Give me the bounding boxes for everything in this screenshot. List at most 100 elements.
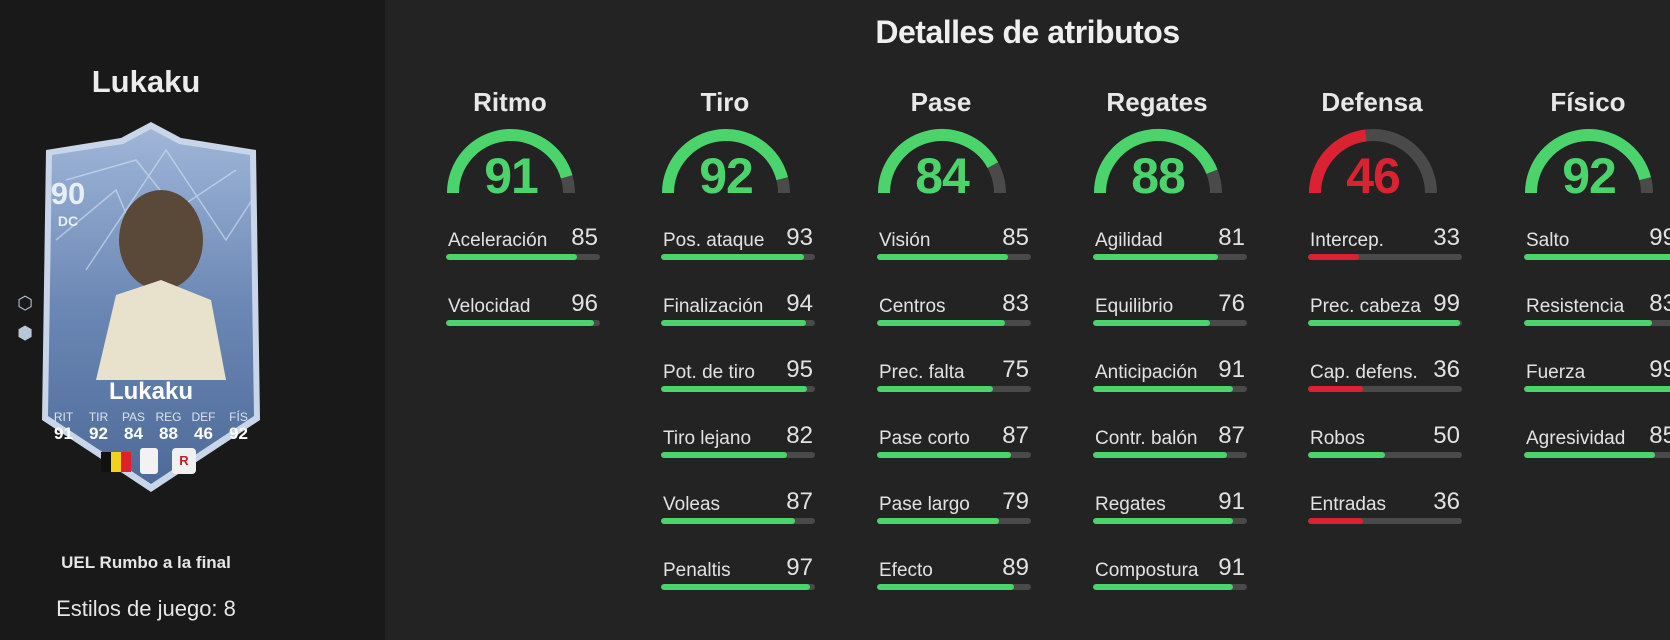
stat-bar [877, 584, 1031, 590]
stat-bar-fill [1093, 452, 1227, 458]
stat-bar-fill [1093, 518, 1234, 524]
attribute-column-pase: Pase 84 Visión 85 Centros 83 Prec. falta 75 Pase… [861, 80, 1079, 640]
card-stat-label: REG [155, 410, 182, 424]
stat-bar-fill [661, 452, 788, 458]
stat-bar-fill [1524, 386, 1670, 392]
stat-row: Agilidad 81 [1093, 224, 1247, 278]
stat-value: 95 [786, 356, 813, 383]
stat-label: Agresividad [1526, 428, 1626, 449]
card-stat-value: 91 [54, 424, 73, 443]
column-title: Ritmo [473, 87, 547, 117]
stat-value: 85 [571, 224, 598, 251]
gauge-arc [878, 129, 1006, 194]
attribute-column-físico: Físico 92 Salto 99 Resistencia 83 Fuerza 99 Agre… [1508, 80, 1670, 640]
gauge-fill [1309, 129, 1367, 194]
stat-bar [661, 320, 815, 326]
stat-value: 94 [786, 290, 813, 317]
stat-value: 85 [1002, 224, 1029, 251]
gauge-value: 84 [915, 148, 970, 204]
stat-value: 91 [1218, 356, 1245, 383]
gauge-value: 92 [699, 148, 754, 204]
stat-bar [1308, 320, 1462, 326]
stat-bar-fill [1308, 386, 1364, 392]
stat-row: Pase corto 87 [877, 422, 1031, 476]
stat-label: Prec. cabeza [1310, 296, 1421, 317]
stat-bar-fill [1093, 584, 1234, 590]
stat-bar [446, 320, 600, 326]
playstyles-count[interactable]: Estilos de juego: 8 [56, 596, 236, 621]
stat-row: Fuerza 99 [1524, 356, 1670, 410]
gauge-arc [1525, 129, 1653, 194]
column-title: Regates [1106, 87, 1208, 117]
stat-label: Tiro lejano [663, 428, 752, 449]
stat-label: Intercep. [1310, 230, 1384, 251]
card-stat: PAS 84 [116, 410, 151, 444]
card-stat: TIR 92 [81, 410, 116, 444]
stat-bar-fill [1093, 386, 1234, 392]
stat-label: Entradas [1310, 494, 1387, 515]
gauge-fill [1525, 129, 1651, 194]
stat-bar-fill [446, 254, 577, 260]
gauge: 92 [661, 126, 791, 204]
stat-bar [446, 254, 600, 260]
playstyle-icon: ⬢ [17, 323, 33, 343]
stat-bar [1308, 386, 1462, 392]
gauge-value: 91 [484, 148, 539, 204]
stat-bar-fill [1308, 254, 1359, 260]
stat-label: Visión [879, 230, 931, 251]
stat-bar [1093, 584, 1247, 590]
gauge: 91 [446, 126, 576, 204]
stat-value: 87 [1002, 422, 1029, 449]
stat-value: 79 [1002, 488, 1029, 515]
stat-bar-fill [1524, 320, 1652, 326]
stat-bar [877, 518, 1031, 524]
stat-bar-fill [661, 584, 811, 590]
card-stat: RIT 91 [46, 410, 81, 444]
stat-row: Agresividad 85 [1524, 422, 1670, 476]
stat-bar-fill [1093, 254, 1218, 260]
attribute-column-defensa: Defensa 46 Intercep. 33 Prec. cabeza 99 Cap. d… [1292, 80, 1510, 640]
stat-row: Voleas 87 [661, 488, 815, 542]
stat-row: Cap. defens. 36 [1308, 356, 1462, 410]
card-stat-label: PAS [121, 410, 146, 424]
stat-value: 89 [1002, 554, 1029, 581]
stat-label: Equilibrio [1095, 296, 1174, 317]
stat-bar-fill [1524, 452, 1655, 458]
stat-bar-fill [877, 584, 1015, 590]
stat-bar-fill [1308, 320, 1461, 326]
card-position: DC [57, 213, 79, 229]
stat-value: 93 [786, 224, 813, 251]
stat-label: Voleas [663, 494, 721, 515]
attribute-column-regates: Regates 88 Agilidad 81 Equilibrio 76 Anticipac… [1077, 80, 1295, 640]
stat-bar-fill [877, 518, 999, 524]
card-stat-label: DEF [191, 410, 216, 424]
stat-bar-fill [661, 320, 806, 326]
stat-value: 91 [1218, 488, 1245, 515]
card-stat: FÍS 92 [221, 410, 256, 444]
card-version: UEL Rumbo a la final [61, 553, 231, 572]
attribute-column-tiro: Tiro 92 Pos. ataque 93 Finalización 94 Pot. de… [645, 80, 863, 640]
stat-bar-fill [877, 452, 1011, 458]
stat-row: Prec. cabeza 99 [1308, 290, 1462, 344]
stat-label: Agilidad [1095, 230, 1163, 251]
card-stat-value: 92 [229, 424, 248, 443]
column-title: Tiro [700, 87, 750, 117]
card-stat-value: 88 [159, 424, 178, 443]
stat-value: 85 [1649, 422, 1670, 449]
stat-label: Penaltis [663, 560, 731, 581]
stat-label: Compostura [1095, 560, 1199, 581]
card-stat-value: 92 [89, 424, 108, 443]
stat-bar [1524, 452, 1670, 458]
stat-bar [1524, 386, 1670, 392]
club-badge-icon: R [172, 448, 196, 474]
stat-label: Pot. de tiro [663, 362, 755, 383]
player-card[interactable]: 90 DC ⬡ ⬢ Lukaku RIT 91 TIR 92 PAS 84 REG 88 DEF… [17, 120, 276, 495]
stat-label: Regates [1095, 494, 1166, 515]
gauge: 84 [877, 126, 1007, 204]
card-stat-value: 84 [124, 424, 143, 443]
column-title: Pase [910, 87, 972, 117]
gauge-value: 92 [1562, 148, 1617, 204]
stat-bar [1093, 518, 1247, 524]
stat-row: Efecto 89 [877, 554, 1031, 608]
nation-flag-icon [101, 452, 131, 472]
